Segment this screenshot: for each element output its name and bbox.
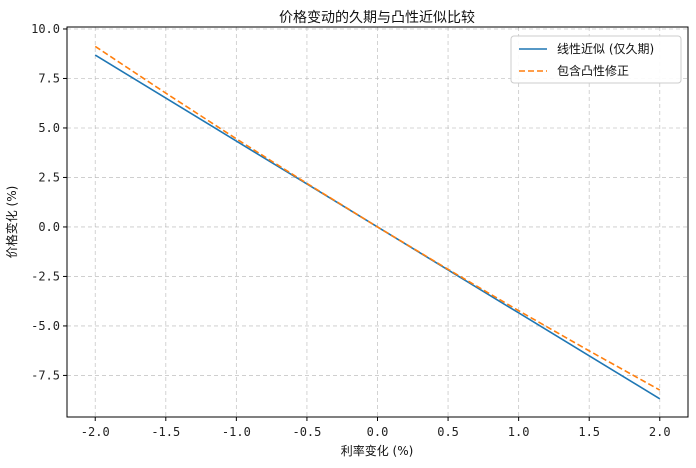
x-tick-label: -1.0 — [222, 425, 251, 439]
x-axis-label: 利率变化 (%) — [341, 443, 414, 458]
y-tick-label: 2.5 — [38, 170, 60, 184]
x-tick-label: -1.5 — [151, 425, 180, 439]
axis-ticks: -2.0 -1.5 -1.0 -0.5 0.0 0.5 1.0 1.5 2.0 -7.5 -5.0 -… — [31, 22, 671, 439]
y-tick-label: -2.5 — [31, 269, 60, 283]
y-tick-label: 7.5 — [38, 71, 60, 85]
series-line-convexity — [94, 45, 661, 391]
y-axis-label: 价格变化 (%) — [4, 186, 19, 259]
x-tick-label: 1.0 — [508, 425, 530, 439]
legend-frame — [510, 35, 682, 84]
legend-label-duration: 线性近似 (仅久期) — [557, 42, 654, 56]
y-tick-label: 0.0 — [38, 220, 60, 234]
x-tick-label: 1.5 — [578, 425, 600, 439]
x-tick-label: 0.5 — [437, 425, 459, 439]
x-tick-label: -0.5 — [292, 425, 321, 439]
x-tick-label: 2.0 — [649, 425, 671, 439]
chart-title: 价格变动的久期与凸性近似比较 — [279, 10, 475, 26]
x-tick-label: 0.0 — [367, 425, 389, 439]
legend: 线性近似 (仅久期) 包含凸性修正 — [510, 35, 682, 84]
y-tick-label: -5.0 — [31, 319, 60, 333]
y-tick-label: 5.0 — [38, 121, 60, 135]
y-tick-label: 10.0 — [31, 22, 60, 36]
y-tick-label: -7.5 — [31, 368, 60, 382]
x-tick-label: -2.0 — [81, 425, 110, 439]
series-lines — [94, 45, 661, 400]
legend-label-convexity: 包含凸性修正 — [557, 63, 629, 78]
